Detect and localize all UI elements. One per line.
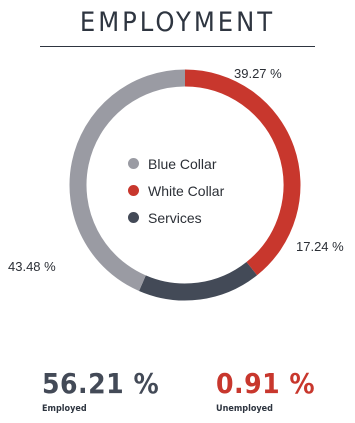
title-underline (40, 46, 315, 47)
slice-services (139, 261, 258, 301)
employed-value: 56.21 % (42, 367, 160, 400)
slice-blue-collar (69, 69, 186, 291)
unemployed-label: Unemployed (216, 404, 273, 414)
slice-white-collar (184, 69, 301, 276)
chart-legend: Blue Collar White Collar Services (128, 150, 278, 231)
slice-labels: 43.48 % 39.27 % 17.24 % (8, 66, 344, 274)
unemployed-stat: 0.91 % Unemployed (216, 367, 316, 415)
legend-label-white-collar: White Collar (148, 182, 225, 199)
legend-label-blue-collar: Blue Collar (148, 155, 217, 172)
legend-item-services: Services (128, 204, 278, 231)
donut-slices (69, 69, 301, 301)
slice-label-white-collar: 39.27 % (234, 66, 282, 81)
legend-item-white-collar: White Collar (128, 177, 278, 204)
legend-swatch-white-collar (128, 185, 139, 196)
legend-swatch-blue-collar (128, 158, 139, 169)
slice-label-blue-collar: 43.48 % (8, 259, 56, 274)
legend-label-services: Services (148, 209, 202, 226)
slice-label-services: 17.24 % (296, 239, 344, 254)
legend-swatch-services (128, 212, 139, 223)
unemployed-value: 0.91 % (216, 367, 316, 400)
page-title: EMPLOYMENT (79, 7, 276, 38)
legend-item-blue-collar: Blue Collar (128, 150, 278, 177)
employed-stat: 56.21 % Employed (42, 367, 160, 415)
employed-label: Employed (42, 404, 87, 414)
